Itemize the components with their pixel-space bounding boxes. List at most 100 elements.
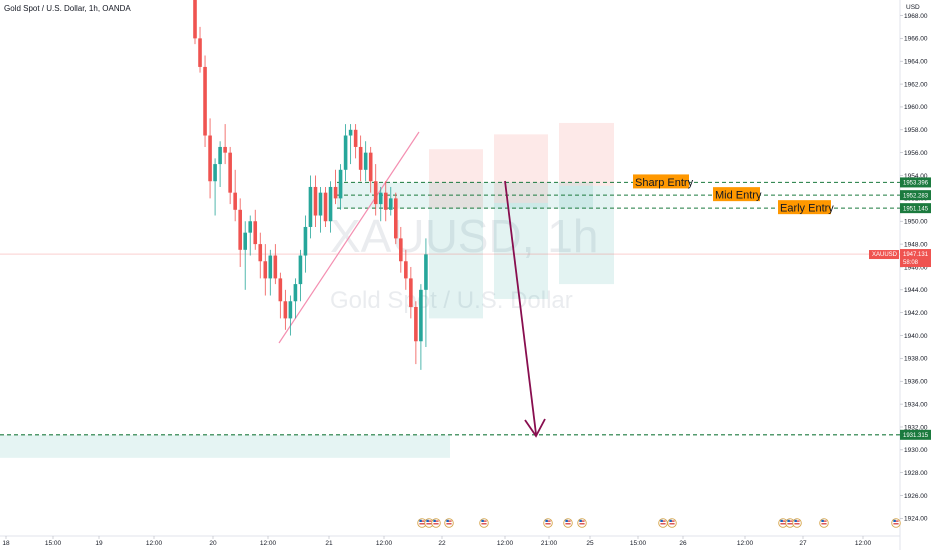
flag-ring [543,518,553,528]
flag-stripe [780,520,786,522]
us-flag-icon[interactable] [563,518,573,528]
candle-body [233,192,237,210]
price-tick-label: 1940.00 [904,333,928,340]
candle-body [283,301,288,319]
candle [258,232,263,279]
price-tick-label: 1938.00 [904,356,928,363]
candle [348,124,353,165]
us-flag-icon[interactable] [431,518,441,528]
flag-ring [819,518,829,528]
candle-body [328,186,333,222]
candle [238,198,242,267]
symbol-tag-bg [869,250,899,260]
time-tick-label: 15:00 [45,540,62,547]
candle-body [198,38,202,67]
flag-canton [419,519,422,522]
level-tag-2: 1952.283 [903,193,929,199]
flag-ring [891,518,901,528]
us-flag-icon[interactable] [543,518,553,528]
price-tick-label: 1954.00 [904,173,928,180]
candle [424,238,428,347]
price-tick-label: 1934.00 [904,401,928,408]
flag-stripe [481,520,487,522]
flag-ring [563,518,573,528]
candle [343,124,348,182]
entry-label-bg-1 [633,174,689,189]
us-flag-icon[interactable] [658,518,668,528]
candle-body [348,129,353,136]
projection-arrowhead [524,418,546,438]
candle-body [318,192,323,216]
flag-canton [433,519,436,522]
candle-body [223,146,227,153]
candle [193,0,197,45]
candle [233,169,237,222]
flag-stripe [660,520,666,522]
flag-canton [481,519,484,522]
candle [278,272,283,319]
level-tag-4: 1931.315 [903,433,929,439]
us-flag-icon[interactable] [819,518,829,528]
candle [208,118,212,199]
current-price-tag: 1947.131 [903,252,929,258]
candle [394,192,398,245]
price-tick-label: 1958.00 [904,127,928,134]
us-flag-icon[interactable] [444,518,454,528]
us-flag-icon[interactable] [479,518,489,528]
candle-body [228,152,232,193]
price-axis-currency: USD [906,4,920,11]
flag-stripe [579,523,585,525]
price-tick-label: 1956.00 [904,150,928,157]
candle-body [258,244,263,262]
time-tick-label: 18 [2,540,10,547]
candle [268,249,273,296]
flag-stripe [426,520,432,522]
level-tag-bg-4 [900,429,931,440]
us-flag-icon[interactable] [667,518,677,528]
candle-body [243,232,247,250]
projection-arrow [504,180,537,435]
candle [288,295,293,336]
candle [198,26,202,73]
time-tick-label: 12:00 [376,540,393,547]
candle-body [263,261,268,279]
candle [323,186,328,227]
flag-ring [577,518,587,528]
time-tick-label: 27 [799,540,807,547]
candle [318,186,323,233]
flag-stripe [821,523,827,525]
candle-body [323,192,328,222]
candle-body [313,186,318,216]
price-tick-label: 1948.00 [904,241,928,248]
flag-ring [658,518,668,528]
flag-stripe [419,523,425,525]
time-tick-label: 20 [209,540,217,547]
price-tick-label: 1942.00 [904,310,928,317]
candle-body [218,146,222,165]
stop-loss-zone-3 [559,122,614,186]
stop-loss-zone-1 [429,149,483,209]
candle [303,215,308,273]
price-tick-label: 1930.00 [904,447,928,454]
candle-body [373,181,378,205]
flag-stripe [780,523,786,525]
candle [213,158,217,216]
us-flag-icon[interactable] [891,518,901,528]
time-tick-label: 25 [586,540,594,547]
us-flag-icon[interactable] [577,518,587,528]
flag-ring [479,518,489,528]
candle [298,249,303,302]
time-tick-label: 12:00 [260,540,277,547]
candle [218,141,222,187]
watermark-symbol: XAUUSD, 1h [330,210,598,262]
flag-canton [426,519,429,522]
candle-body [419,289,423,342]
us-flag-icon[interactable] [792,518,802,528]
flag-stripe [787,520,793,522]
candle [353,124,358,159]
price-tick-label: 1928.00 [904,470,928,477]
entry-label-3: Early Entry [780,203,834,215]
flag-stripe [821,520,827,522]
candle-body [343,135,348,170]
